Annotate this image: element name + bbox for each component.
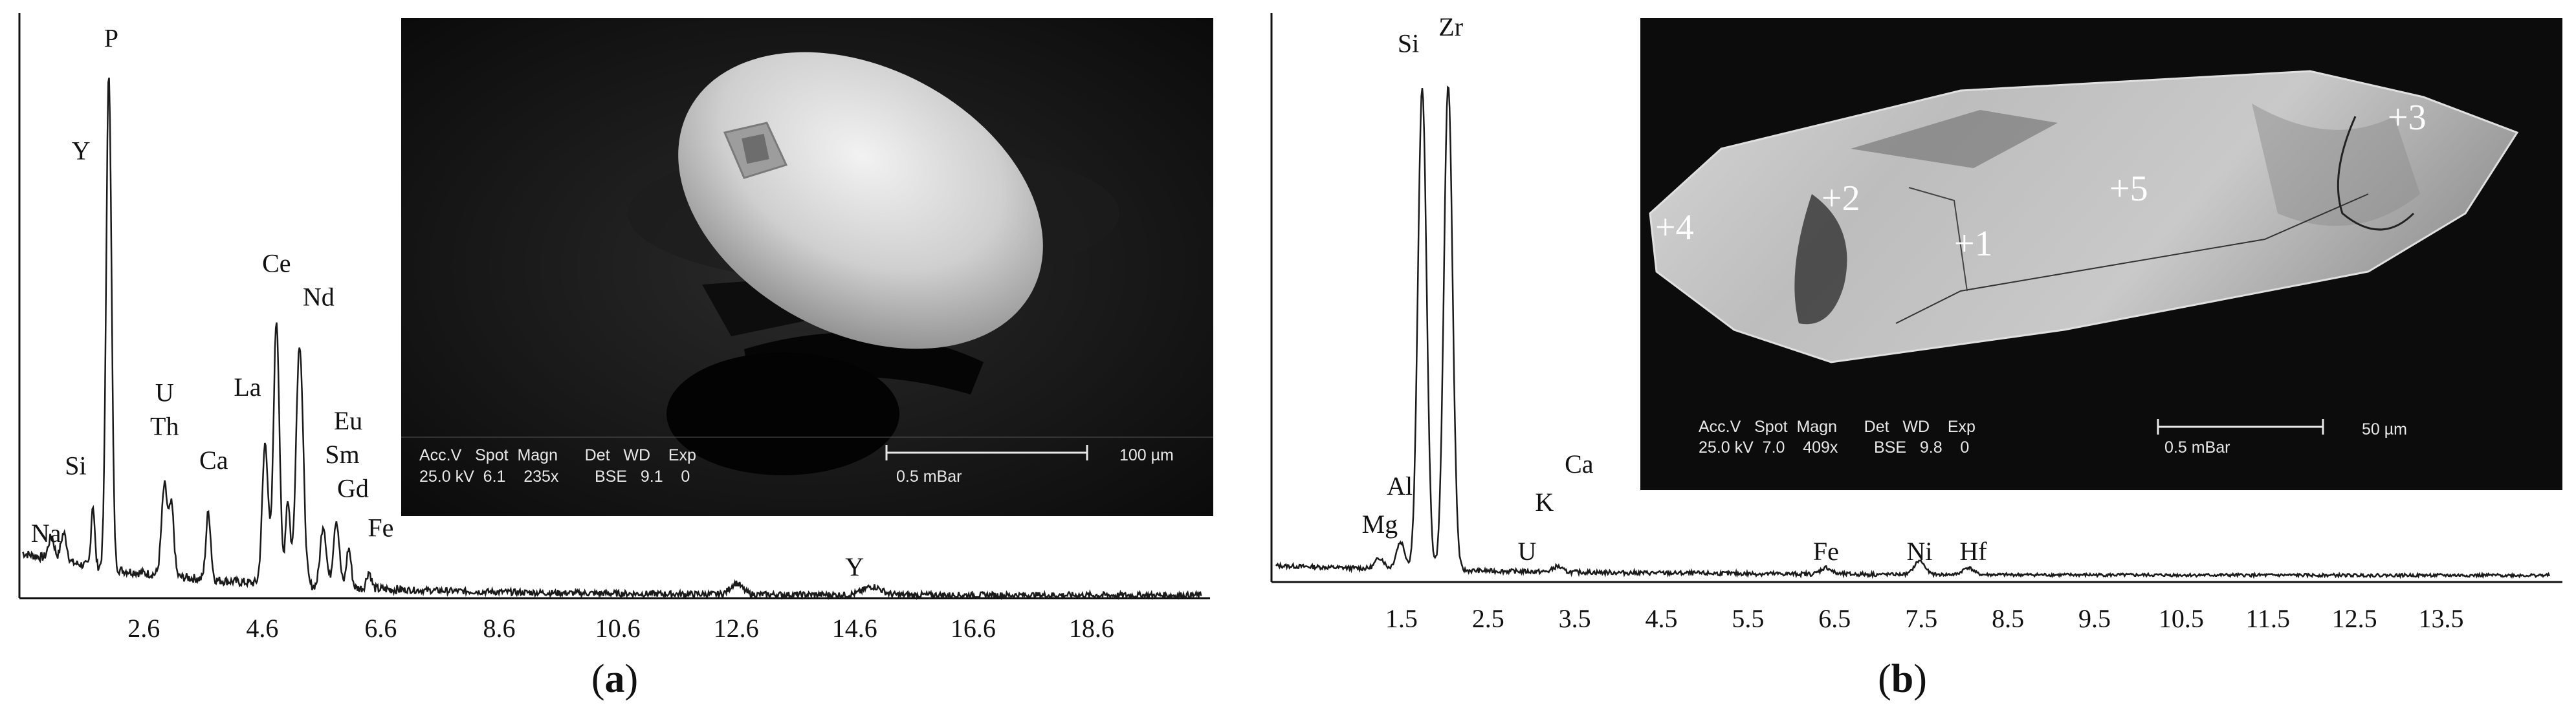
- peak-label-fe: Fe: [368, 513, 393, 542]
- peak-label-gd: Gd: [337, 473, 369, 502]
- x-tick-label: 9.5: [2078, 604, 2111, 633]
- peak-label-si: Si: [65, 451, 86, 480]
- x-tick-label: 12.5: [2332, 604, 2377, 633]
- panel-b: 1.5 2.5 3.5 4.5 5.5 6.5 7.5 8.5 9.5 10.5 11.5 12.5 1…: [1270, 12, 2562, 701]
- x-tick-label: 8.6: [483, 614, 515, 643]
- x-tick-label: 10.6: [595, 614, 641, 643]
- peak-label-zr: Zr: [1438, 12, 1463, 41]
- peak-label-la: La: [234, 372, 261, 402]
- spot-4: +4: [1655, 208, 1694, 248]
- scale-bar-label-a: 100 µm: [1119, 446, 1174, 464]
- x-tick-label: 11.5: [2246, 604, 2291, 633]
- caption-b: (b): [1878, 657, 1927, 701]
- x-tick-label: 18.6: [1069, 614, 1114, 643]
- caption-a: (a): [591, 657, 638, 701]
- sem-params-header-a: Acc.V Spot Magn Det WD Exp: [419, 446, 696, 464]
- spot-1: +1: [1954, 224, 1993, 264]
- peak-label-mg: Mg: [1362, 510, 1398, 539]
- spot-5: +5: [2109, 169, 2148, 209]
- sem-params-header-b: Acc.V Spot Magn Det WD Exp: [1699, 418, 1976, 436]
- spectrum-line-b: [1275, 85, 2551, 579]
- peak-label-sm: Sm: [325, 440, 359, 469]
- panel-a: 2.6 4.6 6.6 8.6 10.6 12.6 14.6 16.6 18.6 Na Si Y P U…: [18, 13, 1213, 701]
- peak-label-y: Y: [72, 136, 91, 165]
- peak-label-nd: Nd: [303, 283, 335, 312]
- peak-labels-a: Na Si Y P U Th Ca La Ce Nd Eu Sm Gd Fe Y: [31, 23, 864, 581]
- peak-label-y: Y: [845, 552, 864, 581]
- peak-label-ni: Ni: [1907, 537, 1933, 566]
- spot-2: +2: [1822, 178, 1860, 219]
- sem-vacuum-a: 0.5 mBar: [896, 468, 962, 486]
- sem-image-a: Acc.V Spot Magn Det WD Exp 25.0 kV 6.1 2…: [401, 18, 1213, 516]
- spot-3: +3: [2388, 98, 2427, 138]
- x-ticks-b: 1.5 2.5 3.5 4.5 5.5 6.5 7.5 8.5 9.5 10.5 11.5 12.5 1…: [1385, 604, 2464, 633]
- x-ticks-a: 2.6 4.6 6.6 8.6 10.6 12.6 14.6 16.6 18.6: [127, 614, 1114, 643]
- peak-label-si: Si: [1398, 28, 1419, 58]
- peak-label-hf: Hf: [1959, 537, 1987, 566]
- peak-label-al: Al: [1387, 471, 1413, 501]
- peak-label-na: Na: [31, 519, 61, 548]
- peak-label-u: U: [1518, 537, 1537, 566]
- x-tick-label: 6.6: [364, 614, 397, 643]
- peak-label-p: P: [104, 23, 118, 52]
- x-tick-label: 12.6: [714, 614, 759, 643]
- peak-label-fe: Fe: [1813, 537, 1839, 566]
- peak-label-ca: Ca: [1565, 449, 1594, 479]
- x-tick-label: 4.6: [246, 614, 278, 643]
- sem-params-values-a: 25.0 kV 6.1 235x BSE 9.1 0: [419, 468, 690, 486]
- peak-label-u: U: [155, 378, 174, 407]
- spectrum-line-a: [22, 77, 1202, 601]
- peak-label-ce: Ce: [262, 248, 291, 277]
- peak-label-ca: Ca: [199, 446, 228, 475]
- peak-label-k: K: [1535, 488, 1554, 517]
- sem-vacuum-b: 0.5 mBar: [2164, 438, 2230, 457]
- x-tick-label: 7.5: [1905, 604, 1937, 633]
- peak-labels-b: Mg Al Si Zr UK Ca Fe Ni Hf: [1362, 12, 1988, 566]
- x-tick-label: 16.6: [951, 614, 996, 643]
- x-tick-label: 2.6: [127, 614, 160, 643]
- x-tick-label: 8.5: [1992, 604, 2024, 633]
- x-tick-label: 3.5: [1559, 604, 1591, 633]
- x-tick-label: 10.5: [2159, 604, 2204, 633]
- x-tick-label: 13.5: [2419, 604, 2464, 633]
- x-tick-label: 14.6: [832, 614, 877, 643]
- peak-label-th: Th: [150, 412, 179, 441]
- scale-bar-label-b: 50 µm: [2362, 420, 2407, 438]
- x-tick-label: 1.5: [1385, 604, 1418, 633]
- x-tick-label: 6.5: [1818, 604, 1851, 633]
- x-tick-label: 2.5: [1472, 604, 1504, 633]
- sem-image-b: +1 +2 +3 +4 +5 Acc.V Spot Magn Det WD Ex…: [1640, 18, 2562, 490]
- sem-params-values-b: 25.0 kV 7.0 409x BSE 9.8 0: [1699, 438, 1969, 457]
- x-tick-label: 4.5: [1646, 604, 1678, 633]
- peak-label-eu: Eu: [334, 406, 362, 435]
- x-tick-label: 5.5: [1732, 604, 1764, 633]
